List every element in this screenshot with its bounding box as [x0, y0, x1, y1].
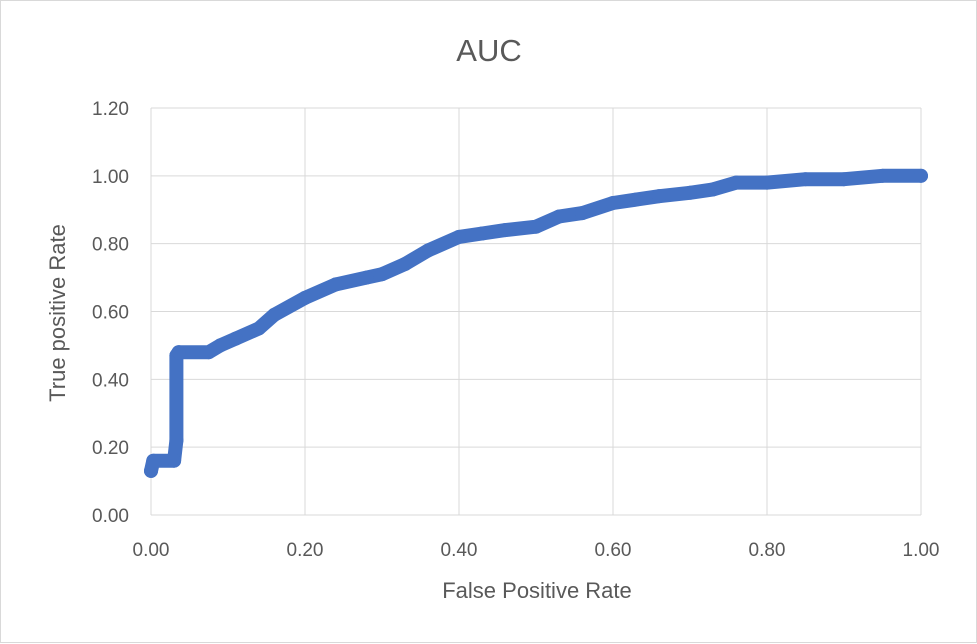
series-layer [144, 168, 928, 478]
roc-data-point [359, 270, 374, 285]
roc-data-point [798, 172, 813, 187]
roc-data-point [706, 182, 721, 197]
roc-data-point [251, 321, 266, 336]
x-axis-ticks: 0.00 0.20 0.40 0.60 0.80 1.00 [133, 540, 940, 561]
gridlines [150, 107, 922, 516]
y-tick-label: 0.40 [92, 370, 129, 391]
y-tick-label: 1.00 [92, 167, 129, 188]
roc-data-point [498, 223, 513, 238]
roc-curve-line [144, 168, 928, 478]
roc-data-point [201, 345, 216, 360]
y-axis-ticks: 0.00 0.20 0.40 0.60 0.80 1.00 1.20 [92, 99, 129, 527]
y-tick-label: 0.80 [92, 235, 129, 256]
roc-data-point [914, 168, 928, 183]
y-tick-label: 0.20 [92, 438, 129, 459]
roc-data-point [629, 192, 644, 207]
x-tick-label: 0.00 [133, 540, 170, 561]
chart-title: AUC [456, 33, 521, 68]
roc-data-point [167, 453, 182, 468]
roc-data-point [760, 175, 774, 190]
roc-data-point [398, 257, 413, 272]
roc-data-point [452, 229, 466, 244]
roc-data-point [298, 290, 312, 305]
y-tick-label: 0.00 [92, 506, 129, 527]
roc-data-point [529, 219, 543, 234]
roc-data-point [169, 433, 184, 448]
roc-data-point [228, 331, 243, 346]
roc-data-point [171, 345, 186, 360]
x-tick-label: 0.20 [287, 540, 324, 561]
roc-data-point [606, 195, 620, 210]
roc-data-point [683, 185, 697, 200]
y-axis-title: True positive Rate [45, 224, 70, 402]
x-tick-label: 0.40 [441, 540, 478, 561]
roc-data-point [375, 267, 389, 282]
roc-data-point [146, 453, 161, 468]
roc-data-point [213, 338, 228, 353]
roc-data-point [575, 206, 590, 221]
y-tick-label: 0.60 [92, 303, 129, 324]
roc-data-point [475, 226, 490, 241]
roc-data-point [729, 175, 744, 190]
y-tick-label: 1.20 [92, 99, 129, 120]
roc-data-point [652, 189, 667, 204]
roc-data-point [267, 307, 282, 322]
x-tick-label: 0.80 [749, 540, 786, 561]
roc-data-point [837, 172, 851, 187]
roc-data-point [421, 243, 436, 258]
x-axis-title: False Positive Rate [442, 578, 632, 603]
roc-data-point [328, 277, 343, 292]
roc-data-point [875, 168, 890, 183]
roc-data-point [552, 209, 567, 224]
x-tick-label: 1.00 [903, 540, 940, 561]
x-tick-label: 0.60 [595, 540, 632, 561]
